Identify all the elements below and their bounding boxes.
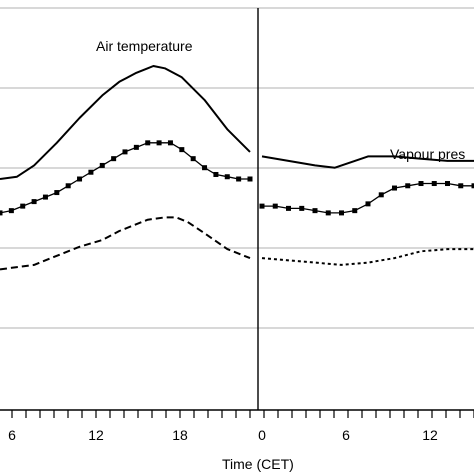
series-point	[0, 210, 3, 216]
series-point	[312, 208, 318, 214]
series-point	[77, 176, 83, 182]
x-axis-label: Time (CET)	[222, 456, 294, 472]
series-point	[65, 183, 71, 189]
x-axis-ticks	[11, 410, 474, 418]
series-point	[167, 140, 173, 146]
series-point	[213, 171, 219, 177]
series-point	[236, 176, 242, 182]
series-point	[224, 174, 230, 180]
series-point	[247, 176, 253, 182]
series-point	[99, 162, 105, 168]
x-tick-label: 12	[88, 427, 104, 443]
series-point	[392, 185, 397, 191]
series-line-panel0-solid	[0, 65, 251, 180]
series-point	[471, 183, 474, 189]
series-point	[431, 181, 437, 187]
series-point	[405, 183, 411, 189]
series-line-panel1-solid	[261, 155, 474, 169]
series-point	[88, 169, 94, 175]
x-tick-label: 6	[342, 427, 350, 443]
series-point	[190, 156, 196, 162]
series-point	[458, 183, 464, 189]
series-line-panel1-dotted	[261, 248, 474, 266]
series-point	[156, 140, 162, 146]
series-point	[122, 149, 128, 155]
series-point	[54, 190, 60, 196]
series-point	[20, 203, 26, 209]
series-line-panel0-dashed	[0, 216, 251, 271]
x-tick-label: 12	[422, 427, 438, 443]
gridlines	[0, 7, 474, 329]
series-point	[339, 210, 344, 216]
series-point	[31, 199, 37, 205]
panel-title-vapour-pressure: Vapour pres	[390, 146, 465, 162]
series-point	[133, 144, 139, 150]
series-point	[365, 201, 371, 207]
series-point	[145, 140, 151, 146]
series-point	[352, 208, 358, 214]
series-point	[42, 194, 48, 200]
series-point	[8, 208, 14, 214]
series-point	[111, 156, 117, 162]
series-point	[272, 203, 278, 209]
x-tick-label: 0	[258, 427, 266, 443]
x-tick-label: 18	[172, 427, 188, 443]
series-point	[179, 147, 185, 153]
series-point	[325, 210, 331, 216]
series-point	[378, 192, 384, 198]
x-tick-label: 6	[8, 427, 16, 443]
panel-title-air-temperature: Air temperature	[96, 38, 193, 54]
series-point	[445, 181, 450, 187]
series-point	[259, 203, 265, 209]
series-line-panel1-solid-markers	[262, 182, 474, 214]
series-point	[286, 205, 291, 211]
series-point	[299, 205, 305, 211]
series-point	[202, 165, 208, 171]
series-point	[418, 181, 424, 187]
